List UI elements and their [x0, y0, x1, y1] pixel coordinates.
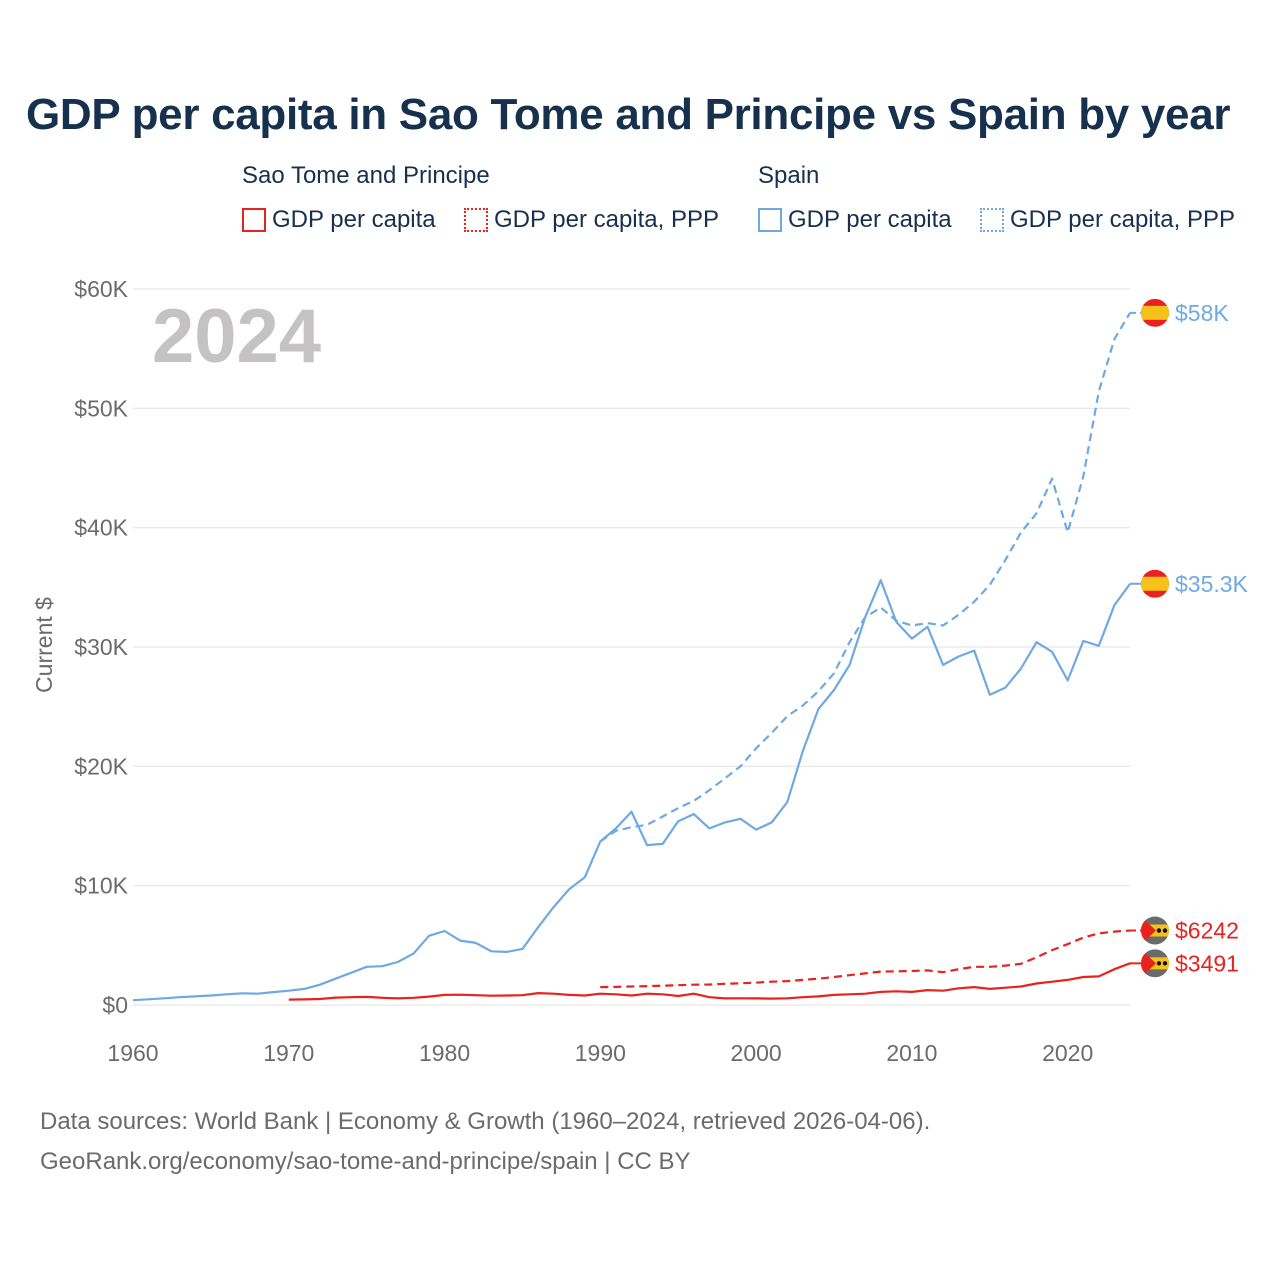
y-tick-label: $30K — [74, 634, 128, 660]
end-value-label: $58K — [1175, 300, 1229, 326]
legend-swatch-stp-ppp — [464, 208, 488, 232]
legend-swatch-spain-gdp — [758, 208, 782, 232]
y-tick-label: $60K — [74, 276, 128, 302]
legend-item-spain-ppp[interactable]: GDP per capita, PPP — [980, 206, 1235, 234]
x-tick-label: 2010 — [886, 1040, 937, 1066]
x-tick-label: 2000 — [731, 1040, 782, 1066]
legend-item-stp-ppp[interactable]: GDP per capita, PPP — [464, 206, 719, 234]
legend-swatch-stp-gdp — [242, 208, 266, 232]
x-tick-label: 1990 — [575, 1040, 626, 1066]
series-line-sao-tome-and-principe-gdp-per-capita — [288, 962, 1131, 1001]
stp-flag-marker-sao-tome-and-principe-gdp-per-capita — [1141, 949, 1169, 978]
y-tick-label: $20K — [74, 753, 128, 779]
spain-flag-marker-spain-gdp-per-capita — [1141, 569, 1169, 598]
series-line-sao-tome-and-principe-gdp-per-capita-ppp — [600, 929, 1131, 989]
series-line-spain-gdp-per-capita — [132, 579, 1131, 1002]
x-tick-label: 1960 — [107, 1040, 158, 1066]
spain-flag-marker-spain-gdp-per-capita-ppp — [1141, 298, 1169, 327]
chart-title: GDP per capita in Sao Tome and Principe … — [26, 90, 1231, 139]
footer-sources: Data sources: World Bank | Economy & Gro… — [40, 1108, 931, 1135]
end-value-label: $3491 — [1175, 950, 1239, 976]
y-tick-label: $10K — [74, 873, 128, 899]
end-value-label: $6242 — [1175, 918, 1239, 944]
series-line-spain-gdp-per-capita-ppp — [599, 312, 1131, 843]
y-tick-label: $40K — [74, 515, 128, 541]
legend-group-spain: Spain — [758, 162, 820, 189]
y-tick-label: $50K — [74, 395, 128, 421]
legend-label-stp-gdp: GDP per capita — [272, 206, 436, 233]
legend-item-spain-gdp[interactable]: GDP per capita — [758, 206, 952, 234]
x-tick-label: 1980 — [419, 1040, 470, 1066]
legend-item-stp-gdp[interactable]: GDP per capita — [242, 206, 436, 234]
legend-swatch-spain-ppp — [980, 208, 1004, 232]
y-tick-label: $0 — [102, 992, 128, 1018]
y-axis-label: Current $ — [31, 597, 57, 693]
legend-group-sao-tome: Sao Tome and Principe — [242, 162, 490, 189]
stp-flag-marker-sao-tome-and-principe-gdp-per-capita-ppp — [1141, 916, 1169, 945]
end-value-label: $35.3K — [1175, 571, 1249, 597]
x-tick-label: 1970 — [263, 1040, 314, 1066]
legend-label-spain-gdp: GDP per capita — [788, 206, 952, 233]
footer-credit: GeoRank.org/economy/sao-tome-and-princip… — [40, 1148, 691, 1175]
x-tick-label: 2020 — [1042, 1040, 1093, 1066]
legend-label-spain-ppp: GDP per capita, PPP — [1010, 206, 1235, 233]
legend-label-stp-ppp: GDP per capita, PPP — [494, 206, 719, 233]
year-watermark: 2024 — [152, 294, 321, 379]
chart-area: $0 $10K $20K $30K $40K $50K $60K 1960 1970 1980 19… — [31, 276, 1249, 1066]
